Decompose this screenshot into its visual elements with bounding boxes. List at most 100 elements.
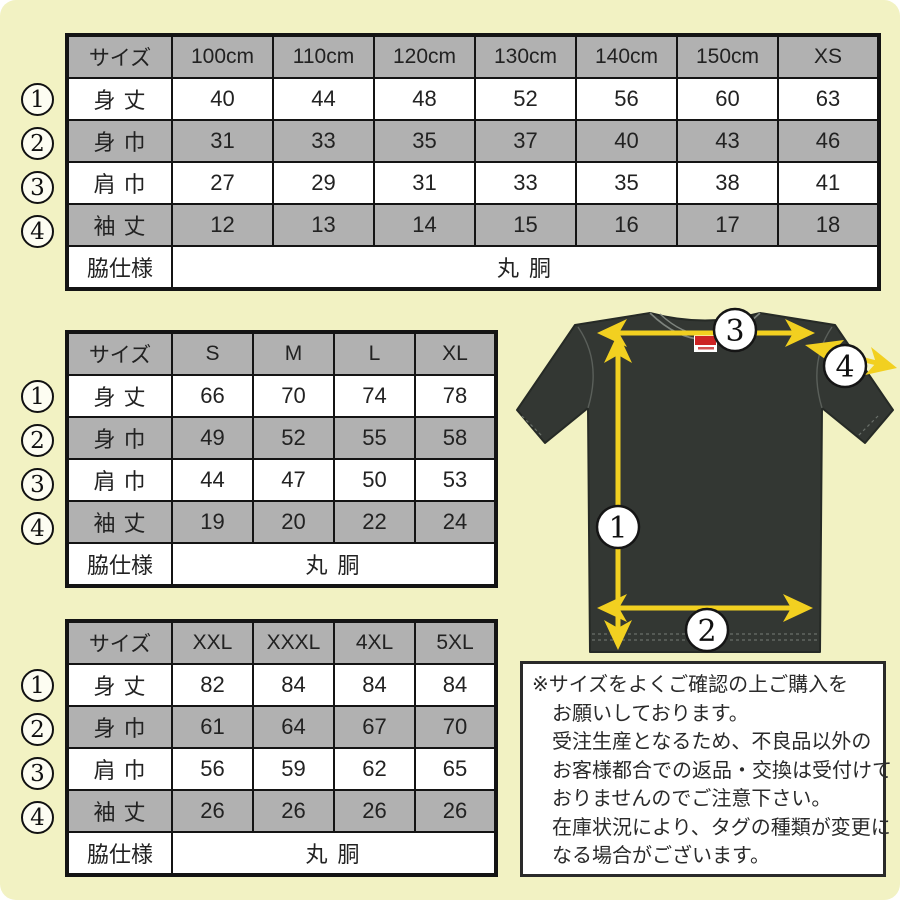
notice-line: 在庫状況により、タグの種類が変更に [552, 816, 891, 839]
size-column-header: M [252, 331, 335, 376]
measure-value: 67 [333, 705, 416, 749]
size-column-header: XL [414, 331, 497, 376]
measure-value: 84 [333, 663, 416, 707]
kids-size-table-block: 1 2 3 4 サイズ 100cm 110cm 120cm 130cm 140cm 150cm XS 身… [21, 33, 881, 291]
side-spec-row: 脇仕様丸 胴 [66, 831, 497, 876]
measure-value: 60 [676, 77, 779, 121]
size-header-label: サイズ [66, 34, 173, 79]
size-row: 身 丈 40 44 48 52 56 60 63 [66, 77, 880, 121]
notice-line: 受注生産となるため、不良品以外の [552, 731, 872, 753]
row-marker-3: 3 [21, 468, 54, 501]
measure-value: 64 [252, 705, 335, 749]
measure-value: 13 [272, 203, 375, 247]
notice-line: なる場合がございます。 [552, 845, 770, 867]
measure-value: 78 [414, 374, 497, 418]
measure-value: 40 [575, 119, 678, 163]
side-spec-row: 脇仕様丸 胴 [66, 245, 880, 290]
measure-value: 82 [171, 663, 254, 707]
measure-value: 35 [575, 161, 678, 205]
right-sleeve-seam [816, 326, 833, 409]
measure-value: 65 [414, 747, 497, 791]
size-column-header: 150cm [676, 34, 779, 79]
measure-value: 63 [777, 77, 880, 121]
measure-value: 62 [333, 747, 416, 791]
svg-text:4: 4 [835, 350, 854, 385]
measure-label: 肩 巾 [66, 161, 173, 205]
marker-4-circle: 4 [822, 343, 868, 389]
measure-value: 37 [474, 119, 577, 163]
measure-label: 肩 巾 [66, 458, 173, 502]
tshirt-diagram: 3 4 1 2 [516, 307, 897, 653]
marker-3-circle: 3 [712, 307, 758, 353]
measure-value: 26 [333, 789, 416, 833]
size-column-header: 110cm [272, 34, 375, 79]
svg-text:1: 1 [608, 511, 627, 546]
size-row: 袖 丈 26 26 26 26 [66, 789, 497, 833]
measure-value: 84 [414, 663, 497, 707]
purchase-notice-box: ※サイズをよくご確認の上ご購入を お願いしております。 受注生産となるため、不良品以… [520, 661, 892, 877]
row-marker-4: 4 [21, 801, 54, 834]
size-column-header: 120cm [373, 34, 476, 79]
measure-value: 24 [414, 500, 497, 544]
measure-label: 身 丈 [66, 663, 173, 707]
row-marker-2: 2 [21, 127, 54, 160]
row-marker-1: 1 [21, 83, 54, 116]
notice-line: お願いしております。 [552, 702, 749, 725]
size-column-header: 5XL [414, 620, 497, 665]
measure-value: 47 [252, 458, 335, 502]
row-marker-4: 4 [21, 215, 54, 248]
measure-value: 50 [333, 458, 416, 502]
adult-size-table-block: 1 2 3 4 サイズ S M L XL 身 丈 66 70 74 78 身 巾 49 52 55 58 肩 巾 44 4… [21, 330, 498, 588]
measure-value: 58 [414, 416, 497, 460]
notice-line: お客様都合での返品・交換は受付けて [552, 759, 892, 782]
size-column-header: XS [777, 34, 880, 79]
kids-size-table: サイズ 100cm 110cm 120cm 130cm 140cm 150cm XS 身 丈 40… [65, 33, 881, 291]
measure-value: 26 [252, 789, 335, 833]
measure-label: 身 巾 [66, 416, 173, 460]
measure-value: 66 [171, 374, 254, 418]
measure-value: 56 [171, 747, 254, 791]
measure-value: 38 [676, 161, 779, 205]
row-marker-2: 2 [21, 713, 54, 746]
svg-text:3: 3 [725, 314, 744, 349]
measure-value: 17 [676, 203, 779, 247]
measure-value: 61 [171, 705, 254, 749]
measure-value: 33 [272, 119, 375, 163]
measure-value: 43 [676, 119, 779, 163]
measure-value: 53 [414, 458, 497, 502]
size-column-header: 130cm [474, 34, 577, 79]
size-header-label: サイズ [66, 331, 173, 376]
side-spec-value: 丸 胴 [171, 542, 497, 587]
measure-label: 袖 丈 [66, 203, 173, 247]
measure-value: 31 [171, 119, 274, 163]
row-marker-4: 4 [21, 512, 54, 545]
marker-1-circle: 1 [595, 504, 641, 550]
sleeve-stitch [521, 415, 879, 437]
side-spec-value: 丸 胴 [171, 831, 497, 876]
left-sleeve-seam [577, 326, 594, 409]
size-row: 肩 巾 27 29 31 33 35 38 41 [66, 161, 880, 205]
measure-value: 55 [333, 416, 416, 460]
measure-value: 40 [171, 77, 274, 121]
measure-value: 44 [272, 77, 375, 121]
measure-value: 26 [414, 789, 497, 833]
row-marker-1: 1 [21, 380, 54, 413]
side-spec-label: 脇仕様 [66, 831, 173, 876]
size-column-header: S [171, 331, 254, 376]
measure-value: 19 [171, 500, 254, 544]
measure-value: 44 [171, 458, 254, 502]
measure-value: 18 [777, 203, 880, 247]
size-header-label: サイズ [66, 620, 173, 665]
row-marker-1: 1 [21, 669, 54, 702]
body-length-arrow-top-head [604, 333, 632, 363]
measure-value: 46 [777, 119, 880, 163]
measure-value: 74 [333, 374, 416, 418]
measure-value: 12 [171, 203, 274, 247]
measure-value: 41 [777, 161, 880, 205]
size-row: 身 丈 82 84 84 84 [66, 663, 497, 707]
measure-value: 29 [272, 161, 375, 205]
neck-tag-text [698, 347, 714, 350]
size-header-row: サイズ XXL XXXL 4XL 5XL [66, 620, 497, 665]
size-column-header: 4XL [333, 620, 416, 665]
